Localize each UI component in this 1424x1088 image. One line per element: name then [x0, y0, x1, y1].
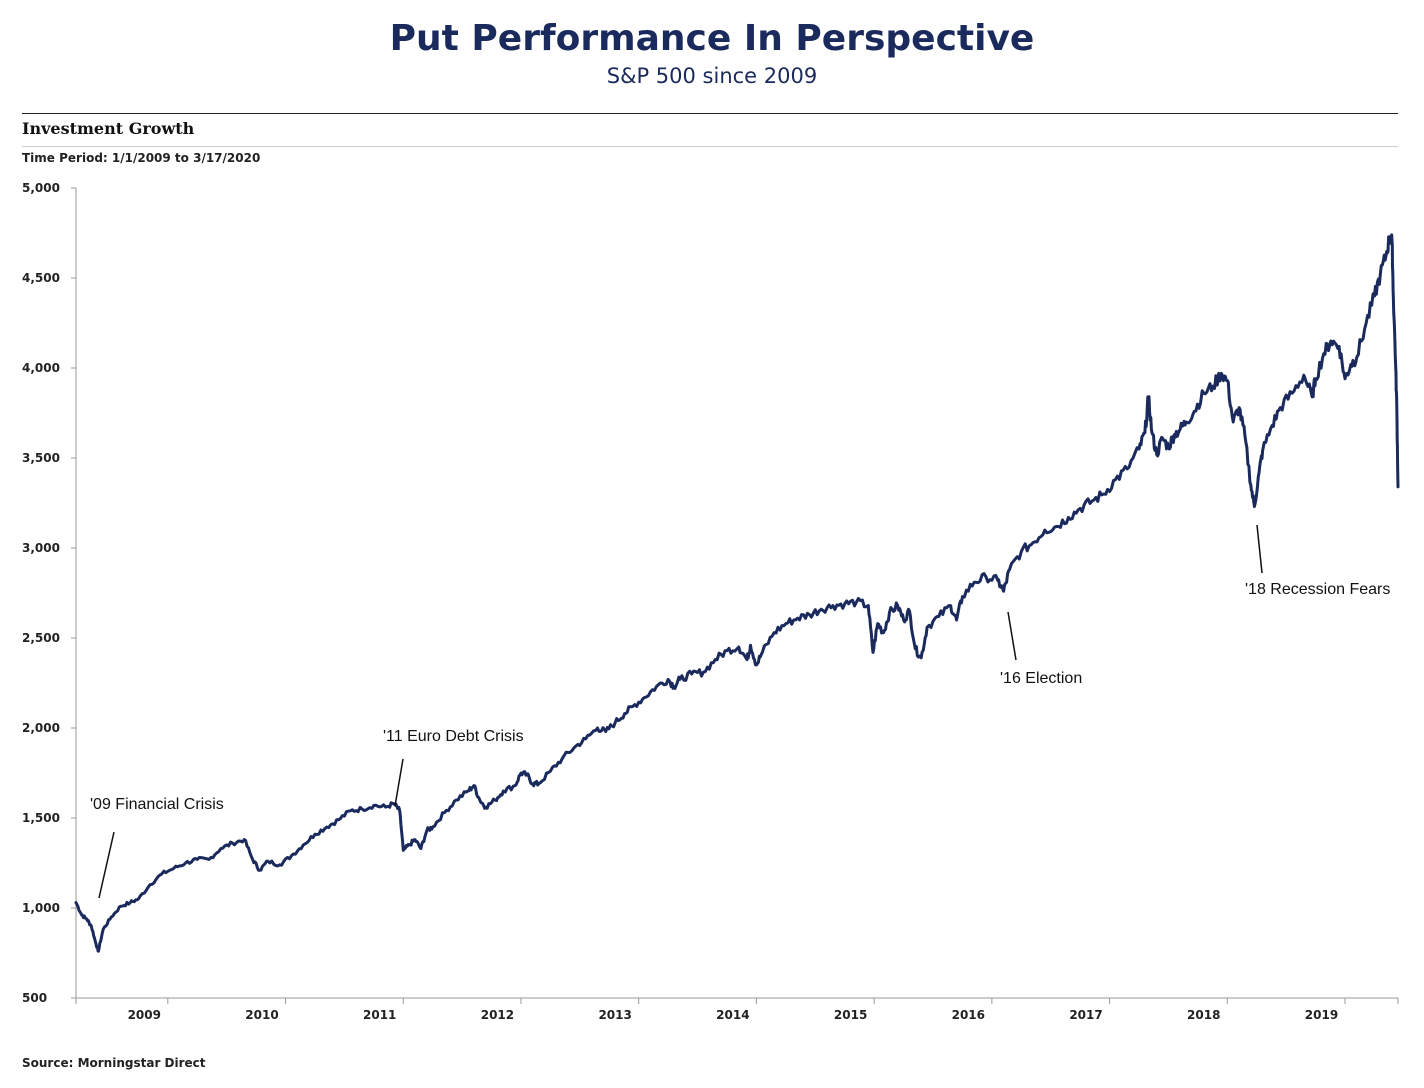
y-tick-label: 500 — [22, 991, 47, 1005]
x-tick-label: 2013 — [598, 1008, 631, 1022]
x-tick-label: 2019 — [1305, 1008, 1338, 1022]
annotation-leader-line — [1007, 611, 1017, 661]
x-tick-label: 2010 — [245, 1008, 278, 1022]
y-tick-label: 2,000 — [22, 721, 60, 735]
chart-annotations: '09 Financial Crisis '11 Euro Debt Crisis… — [90, 524, 1390, 899]
y-tick-label: 1,000 — [22, 901, 60, 915]
y-tick-label: 3,000 — [22, 541, 60, 555]
chart-series — [74, 233, 1400, 953]
annotation-leader-line — [394, 758, 404, 807]
series-line — [74, 233, 1400, 953]
source-note: Source: Morningstar Direct — [22, 1056, 206, 1070]
y-tick-label: 1,500 — [22, 811, 60, 825]
x-tick-label: 2012 — [481, 1008, 514, 1022]
y-tick-label: 3,500 — [22, 451, 60, 465]
annotation-label: '16 Election — [1000, 670, 1082, 687]
y-tick-label: 4,000 — [22, 361, 60, 375]
annotation-label: '18 Recession Fears — [1245, 581, 1390, 598]
annotation-leader-line — [98, 831, 115, 899]
y-tick-label: 5,000 — [22, 181, 60, 195]
x-tick-label: 2014 — [716, 1008, 749, 1022]
x-tick-label: 2018 — [1187, 1008, 1220, 1022]
section-title: Investment Growth — [22, 119, 195, 138]
annotation-label: '11 Euro Debt Crisis — [383, 728, 524, 745]
y-tick-label: 2,500 — [22, 631, 60, 645]
time-period-label: Time Period: 1/1/2009 to 3/17/2020 — [22, 151, 261, 165]
section-divider — [22, 146, 1398, 147]
x-tick-label: 2016 — [952, 1008, 985, 1022]
annotation-label: '09 Financial Crisis — [90, 796, 224, 813]
x-tick-label: 2015 — [834, 1008, 867, 1022]
header-divider — [22, 113, 1398, 114]
page-subtitle: S&P 500 since 2009 — [606, 64, 818, 88]
x-tick-label: 2011 — [363, 1008, 396, 1022]
annotation-leader-line — [1256, 524, 1263, 574]
x-tick-label: 2009 — [128, 1008, 161, 1022]
x-tick-label: 2017 — [1069, 1008, 1102, 1022]
chart-axes: 500 1,000 1,500 2,000 2,500 3,000 3,500 4,000 4,… — [22, 181, 1399, 1022]
y-tick-label: 4,500 — [22, 271, 60, 285]
page-title: Put Performance In Perspective — [389, 18, 1035, 59]
